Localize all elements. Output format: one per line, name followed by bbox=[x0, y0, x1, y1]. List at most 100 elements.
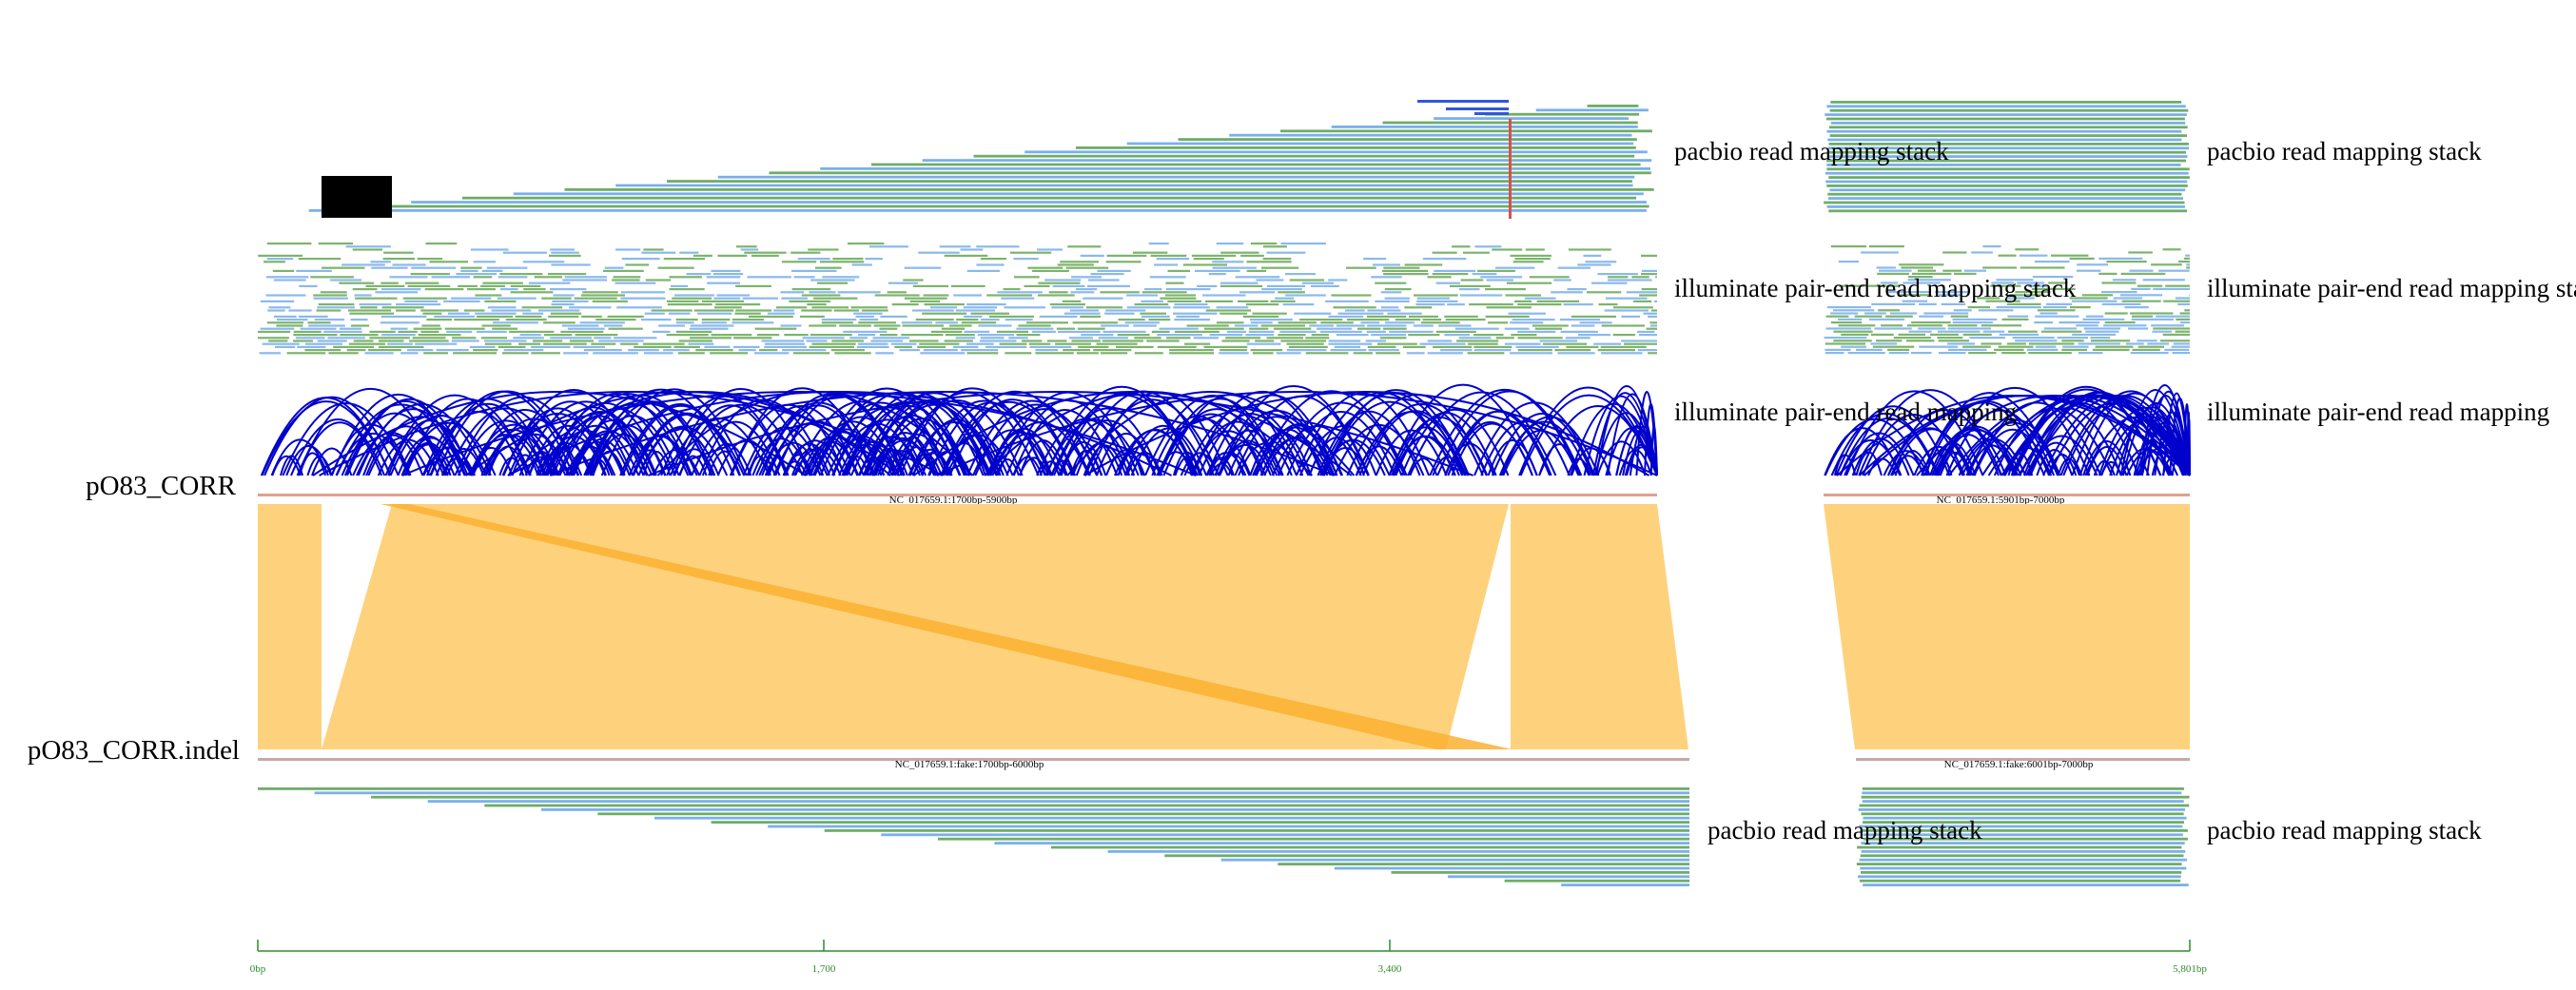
illumina-read bbox=[473, 261, 497, 263]
illumina-read bbox=[1382, 269, 1429, 272]
illumina-read bbox=[1511, 334, 1537, 337]
illumina-read bbox=[265, 294, 306, 297]
illumina-read bbox=[1452, 245, 1471, 248]
illumina-read bbox=[1080, 315, 1102, 318]
illumina-read bbox=[552, 300, 589, 302]
illumina-read bbox=[966, 303, 1006, 306]
illumina-read bbox=[553, 294, 575, 297]
illumina-read bbox=[345, 245, 391, 248]
illumina-read bbox=[1037, 294, 1075, 297]
pacbio-read bbox=[1826, 167, 2190, 171]
illumina-read bbox=[1101, 324, 1129, 327]
illumina-read bbox=[2006, 302, 2041, 305]
illumina-read bbox=[310, 276, 354, 279]
illumina-read bbox=[953, 294, 982, 297]
illumina-read bbox=[837, 291, 881, 294]
illumina-read bbox=[1134, 303, 1169, 306]
illumina-read bbox=[808, 248, 839, 251]
illumina-read bbox=[413, 327, 442, 330]
illumina-read bbox=[550, 312, 582, 315]
illumina-read bbox=[620, 297, 666, 300]
illumina-read bbox=[986, 294, 1033, 297]
illumina-read bbox=[2185, 254, 2190, 257]
illumina-read bbox=[1524, 297, 1556, 300]
illumina-read bbox=[802, 337, 845, 340]
illumina-read bbox=[1193, 258, 1224, 261]
illumina-read bbox=[1219, 352, 1249, 355]
illumina-read bbox=[904, 297, 947, 300]
segment-label-query-left: NC_017659.1:fake:1700bp-6000bp bbox=[895, 759, 1044, 770]
illumina-read bbox=[1408, 334, 1440, 337]
illumina-read bbox=[560, 330, 604, 333]
illumina-read bbox=[1414, 294, 1458, 297]
read-pair-arc bbox=[1395, 412, 1497, 476]
illumina-read bbox=[1990, 284, 2021, 287]
illumina-read bbox=[1473, 334, 1504, 337]
read-pair-arc bbox=[1629, 425, 1658, 476]
illumina-read bbox=[583, 349, 622, 352]
illumina-read bbox=[304, 349, 342, 352]
illumina-read bbox=[922, 312, 967, 315]
illumina-read bbox=[751, 254, 779, 257]
illumina-read bbox=[1445, 319, 1486, 321]
illumina-read bbox=[352, 248, 382, 251]
illumina-read bbox=[1060, 261, 1099, 263]
illumina-read bbox=[1202, 294, 1246, 297]
segment-label-ref-left: NC_017659.1:1700bp-5900bp bbox=[889, 495, 1018, 506]
illumina-read bbox=[1467, 352, 1505, 355]
illumina-read bbox=[1117, 334, 1150, 337]
pacbio-read bbox=[1827, 146, 2190, 150]
illumina-read bbox=[1330, 349, 1367, 352]
read-pair-arc bbox=[637, 427, 720, 476]
read-pair-arc bbox=[1858, 395, 2191, 476]
illumina-read bbox=[711, 269, 741, 272]
read-pair-arc bbox=[1066, 391, 1356, 476]
illumina-read bbox=[2015, 248, 2039, 251]
illumina-read bbox=[1212, 261, 1244, 263]
illumina-read bbox=[1948, 348, 1987, 351]
illumina-read bbox=[387, 342, 413, 345]
illumina-read bbox=[1460, 279, 1484, 281]
illumina-read bbox=[1621, 315, 1640, 318]
illumina-read bbox=[977, 334, 1015, 337]
segment-label-query-right: NC_017659.1:fake:6001bp-7000bp bbox=[1944, 759, 2094, 770]
illumina-read bbox=[1395, 319, 1421, 321]
illumina-read bbox=[452, 337, 477, 340]
illumina-read bbox=[1164, 294, 1196, 297]
illumina-read bbox=[1427, 276, 1452, 279]
illumina-read bbox=[2076, 324, 2098, 327]
illumina-read bbox=[434, 315, 475, 318]
illumina-read bbox=[1024, 284, 1050, 287]
illumina-read bbox=[480, 337, 507, 340]
illumina-read bbox=[1998, 345, 2034, 348]
illumina-read bbox=[1631, 276, 1649, 279]
read-pair-arc bbox=[1916, 395, 2191, 476]
illumina-read bbox=[2077, 263, 2108, 266]
read-pair-arc bbox=[1596, 440, 1647, 476]
pacbio-read bbox=[1828, 143, 2189, 146]
illumina-read bbox=[592, 300, 628, 302]
illumina-read bbox=[259, 352, 282, 355]
illumina-read bbox=[1486, 279, 1513, 281]
illumina-read bbox=[694, 309, 734, 312]
illumina-read bbox=[318, 303, 355, 306]
read-pair-arc bbox=[1845, 390, 1984, 476]
illumina-read bbox=[1048, 291, 1068, 294]
illumina-read bbox=[1434, 269, 1476, 272]
illumina-read bbox=[1874, 327, 1912, 330]
illumina-read bbox=[976, 245, 1020, 248]
illumina-read bbox=[874, 294, 920, 297]
illumina-read bbox=[919, 342, 960, 345]
read-pair-arc bbox=[312, 391, 807, 476]
illumina-read bbox=[582, 291, 618, 294]
illumina-read bbox=[1090, 273, 1124, 276]
illumina-read bbox=[424, 288, 464, 291]
pacbio-read bbox=[371, 795, 1690, 799]
illumina-read bbox=[870, 340, 904, 342]
illumina-read bbox=[964, 315, 983, 318]
illumina-read bbox=[1159, 327, 1199, 330]
illumina-read bbox=[502, 251, 547, 254]
pacbio-read bbox=[717, 175, 1635, 179]
pacbio-read bbox=[1334, 866, 1689, 870]
read-pair-arc bbox=[285, 445, 332, 476]
